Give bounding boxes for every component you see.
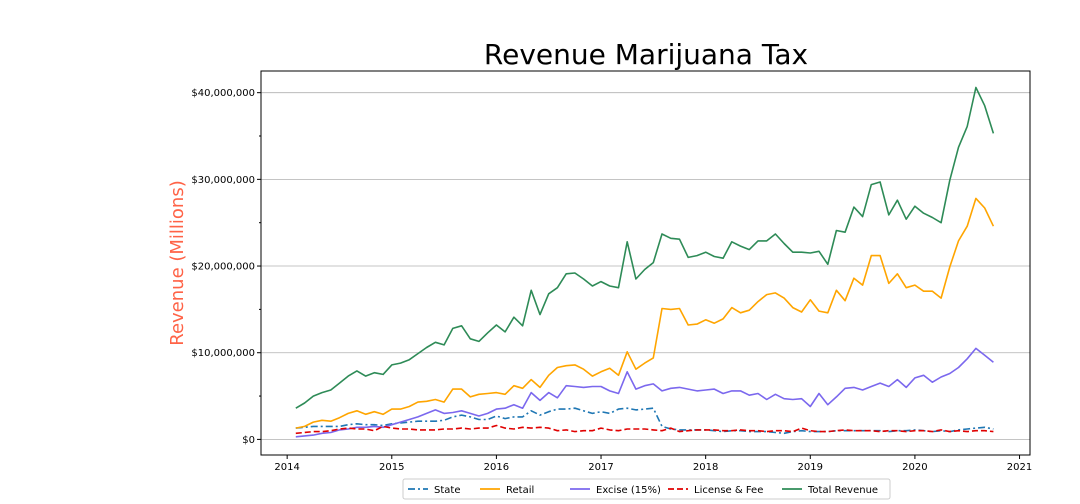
x-tick-label: 2017 <box>588 462 613 473</box>
y-axis-ticks: $0 $10,000,000 $20,000,000 $30,000,000 $40,0… <box>191 88 261 446</box>
x-tick-label: 2015 <box>379 462 404 473</box>
series-line-excise-15 <box>295 347 994 438</box>
chart-title: Revenue Marijuana Tax <box>484 38 808 71</box>
y-tick-label: $0 <box>242 435 255 446</box>
legend-box <box>402 478 891 500</box>
y-tick-label: $10,000,000 <box>191 348 255 359</box>
x-tick-label: 2021 <box>1007 462 1032 473</box>
x-tick-label: 2014 <box>274 462 299 473</box>
legend-label: License & Fee <box>694 485 763 496</box>
legend: State Retail Excise (15%) License & Fee Tota… <box>402 478 891 500</box>
legend-label: State <box>434 485 460 496</box>
y-tick-label: $20,000,000 <box>191 262 255 273</box>
x-axis-ticks: 2014 2015 2016 2017 2018 2019 2020 2021 <box>274 455 1032 473</box>
gridlines <box>261 92 1030 440</box>
legend-label: Total Revenue <box>807 485 878 496</box>
series-line-total-revenue <box>295 86 995 409</box>
series-line-retail <box>295 197 995 429</box>
x-tick-label: 2019 <box>798 462 823 473</box>
y-tick-label: $40,000,000 <box>191 88 255 99</box>
series-lines <box>295 86 995 438</box>
y-tick-label: $30,000,000 <box>191 175 255 186</box>
y-axis-label: Revenue (Millions) <box>167 180 188 346</box>
x-tick-label: 2016 <box>484 462 509 473</box>
series-line-license-fee <box>295 424 994 435</box>
plot-frame <box>260 70 1031 456</box>
legend-label: Retail <box>506 485 534 496</box>
x-tick-label: 2020 <box>902 462 927 473</box>
x-tick-label: 2018 <box>693 462 718 473</box>
legend-label: Excise (15%) <box>596 485 661 496</box>
legend-items: State Retail Excise (15%) License & Fee Tota… <box>408 485 878 496</box>
